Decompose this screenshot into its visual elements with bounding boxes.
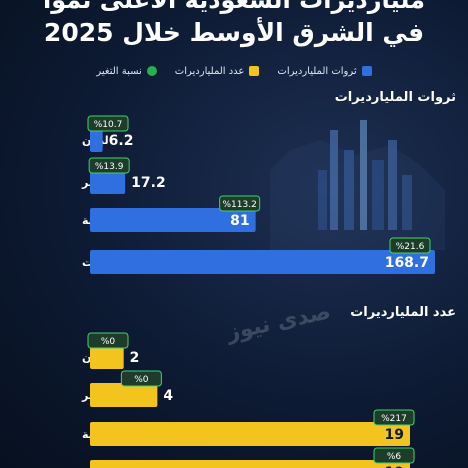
legend-label-count: عدد المليارديرات [174, 65, 245, 77]
legend-item-wealth: ثروات المليارديرات [277, 62, 372, 80]
change-label: %21.6 [396, 242, 425, 252]
change-badge [373, 447, 415, 464]
change-badge [88, 157, 130, 174]
value-label: 2 [130, 350, 140, 366]
change-badge [219, 195, 261, 212]
change-label: %0 [134, 375, 149, 385]
change-badge [87, 115, 129, 132]
change-badge [87, 332, 129, 349]
section-title-count: عدد المليارديرات [350, 305, 456, 320]
change-label: %0 [101, 337, 116, 347]
value-label: 6.2 [109, 133, 134, 149]
legend-label-wealth: ثروات المليارديرات [277, 65, 357, 77]
value-label: 81 [230, 213, 249, 229]
bar [90, 208, 256, 232]
value-label: 19 [385, 427, 404, 443]
value-label: 19 [385, 465, 404, 468]
bar [90, 460, 410, 468]
bar [90, 383, 158, 407]
legend-label-change: نسبة التغير [96, 65, 142, 77]
change-label: %10.7 [94, 120, 123, 130]
value-label: 17.2 [131, 175, 166, 191]
page-title-line2: في الشرق الأوسط خلال 2025 [43, 18, 425, 47]
bar [90, 422, 410, 446]
change-badge [120, 370, 162, 387]
skyline-background-illustration [270, 120, 445, 250]
legend-item-count: عدد المليارديرات [175, 62, 260, 80]
change-label: %13.9 [95, 162, 124, 172]
value-label: 4 [163, 388, 173, 404]
legend-swatch-blue [361, 66, 372, 76]
change-badge [373, 409, 415, 426]
change-label: %6 [387, 452, 402, 462]
section-title-wealth: ثروات المليارديرات [334, 90, 456, 105]
legend-item-change: نسبة التغير [96, 62, 157, 80]
legend: ثروات المليارديرات عدد المليارديرات نسبة… [0, 62, 468, 80]
bar [90, 128, 103, 152]
page-title-line1: مليارديرات السعودية الأعلى نموا [42, 0, 426, 14]
bar [90, 170, 126, 194]
legend-swatch-yellow [249, 66, 260, 76]
bar [90, 250, 435, 274]
value-label: 168.7 [385, 255, 429, 271]
change-label: %113.2 [222, 200, 256, 210]
bar [90, 345, 124, 369]
change-label: %217 [381, 414, 407, 424]
change-badge [389, 237, 431, 254]
legend-swatch-green [146, 66, 157, 76]
